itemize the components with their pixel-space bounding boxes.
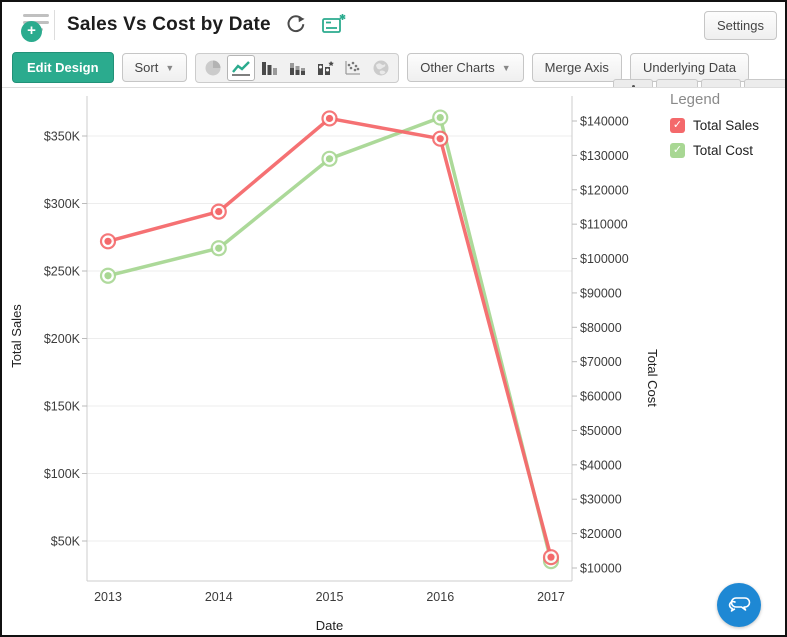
other-charts-label: Other Charts xyxy=(420,60,495,75)
svg-text:$100K: $100K xyxy=(44,467,81,481)
svg-text:$130000: $130000 xyxy=(580,149,629,163)
caret-down-icon: ▼ xyxy=(165,63,175,73)
svg-text:2013: 2013 xyxy=(94,590,122,604)
underlying-data-button[interactable]: Underlying Data xyxy=(629,53,750,82)
chart-type-scatter-icon[interactable] xyxy=(339,55,367,81)
legend-item-total-cost[interactable]: ✓ Total Cost xyxy=(670,143,782,158)
svg-text:$300K: $300K xyxy=(44,197,81,211)
legend-title: Legend xyxy=(670,91,721,108)
svg-text:$90000: $90000 xyxy=(580,286,622,300)
chart-type-line-icon[interactable] xyxy=(227,54,256,81)
svg-text:2017: 2017 xyxy=(537,590,565,604)
save-icon xyxy=(321,14,346,33)
legend-item-total-sales[interactable]: ✓ Total Sales xyxy=(670,118,782,133)
checkbox-checked-icon[interactable]: ✓ xyxy=(670,118,685,133)
svg-text:$80000: $80000 xyxy=(580,321,622,335)
svg-text:$110000: $110000 xyxy=(580,218,628,232)
svg-text:$10000: $10000 xyxy=(580,562,622,576)
partial-toolbar-button[interactable] xyxy=(656,79,698,88)
chat-icon xyxy=(728,597,751,612)
svg-text:2016: 2016 xyxy=(426,590,454,604)
chart-type-bar-icon[interactable] xyxy=(255,55,283,81)
chat-button[interactable] xyxy=(717,583,761,627)
other-charts-button[interactable]: Other Charts ▼ xyxy=(407,53,524,82)
chart-panel: $350K $300K $250K $200K $150K $100K $50K Total … xyxy=(2,87,785,635)
hamburger-icon xyxy=(23,14,49,17)
svg-text:2015: 2015 xyxy=(316,590,344,604)
chart-type-stacked-bar-icon[interactable] xyxy=(283,55,311,81)
svg-text:$70000: $70000 xyxy=(580,355,622,369)
svg-text:$350K: $350K xyxy=(44,130,81,144)
sort-button-label: Sort xyxy=(134,60,159,75)
refresh-button[interactable] xyxy=(285,11,307,39)
header: + Sales Vs Cost by Date Setting xyxy=(2,2,785,48)
chart-type-pie-icon[interactable] xyxy=(199,55,227,81)
svg-text:$60000: $60000 xyxy=(580,390,622,404)
legend: Legend ✓ Total Sales ✓ Total Cost xyxy=(670,91,782,168)
svg-text:Date: Date xyxy=(316,618,343,633)
settings-button[interactable]: Settings xyxy=(704,10,777,40)
toolbar: Edit Design Sort ▼ O xyxy=(2,48,785,87)
svg-text:$50000: $50000 xyxy=(580,424,622,438)
partial-toolbar-button[interactable] xyxy=(701,79,741,88)
chart-type-map-icon[interactable] xyxy=(367,55,395,81)
caret-down-icon: ▼ xyxy=(501,63,511,73)
svg-text:$40000: $40000 xyxy=(580,458,622,472)
add-icon[interactable]: + xyxy=(21,21,42,42)
refresh-icon xyxy=(287,15,305,33)
svg-text:$150K: $150K xyxy=(44,400,81,414)
chart-type-group xyxy=(195,52,400,83)
page-title: Sales Vs Cost by Date xyxy=(67,14,271,35)
ellipsis-icon xyxy=(632,85,635,88)
divider xyxy=(54,10,55,40)
svg-text:$100000: $100000 xyxy=(580,252,629,266)
partial-toolbar-button[interactable] xyxy=(744,79,785,88)
partial-toolbar-button[interactable] xyxy=(613,79,653,88)
legend-item-label: Total Sales xyxy=(693,118,760,133)
merge-axis-button[interactable]: Merge Axis xyxy=(531,53,622,82)
svg-text:$140000: $140000 xyxy=(580,115,629,129)
checkbox-checked-icon[interactable]: ✓ xyxy=(670,143,685,158)
legend-item-label: Total Cost xyxy=(693,143,754,158)
sort-button[interactable]: Sort ▼ xyxy=(121,53,188,82)
edit-design-button[interactable]: Edit Design xyxy=(12,52,114,83)
menu-button[interactable]: + xyxy=(10,5,50,45)
svg-text:$250K: $250K xyxy=(44,265,81,279)
svg-text:$30000: $30000 xyxy=(580,493,622,507)
line-chart: $350K $300K $250K $200K $150K $100K $50K Total … xyxy=(9,96,660,633)
svg-text:Total Sales: Total Sales xyxy=(9,304,24,368)
svg-text:$120000: $120000 xyxy=(580,183,629,197)
svg-text:$50K: $50K xyxy=(51,535,81,549)
svg-text:$20000: $20000 xyxy=(580,527,622,541)
save-button[interactable] xyxy=(321,11,347,39)
chart-type-combination-icon[interactable] xyxy=(311,55,339,81)
svg-text:Total Cost: Total Cost xyxy=(645,349,660,407)
svg-text:$200K: $200K xyxy=(44,332,81,346)
svg-text:2014: 2014 xyxy=(205,590,233,604)
